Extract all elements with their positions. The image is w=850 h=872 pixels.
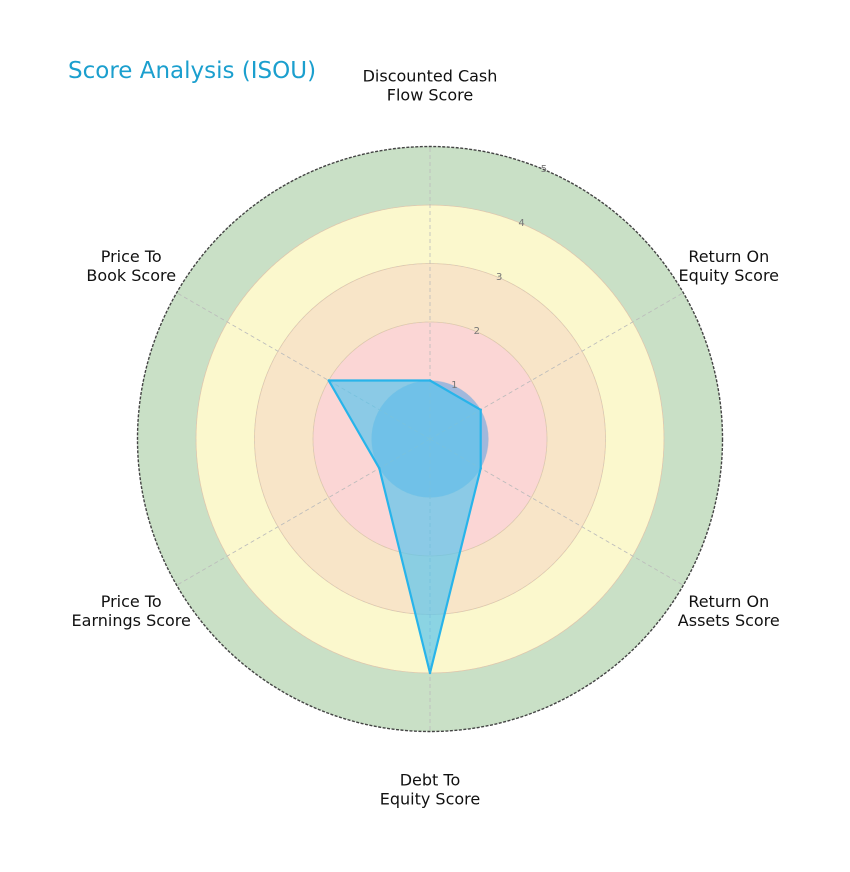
data-point-1 (479, 408, 482, 411)
data-point-0 (428, 379, 432, 382)
r-tick-label: 1 (451, 380, 457, 391)
chart-title: Score Analysis (ISOU) (68, 58, 317, 84)
r-tick-label: 2 (474, 326, 480, 337)
axis-label: Return On Equity Score (679, 247, 780, 285)
axis-label-line: Discounted Cash (363, 67, 498, 86)
axis-label-line: Equity Score (679, 266, 780, 285)
data-point-2 (479, 467, 482, 470)
data-area (328, 380, 481, 673)
axis-label-line: Debt To (400, 771, 461, 790)
outer-frame (136, 145, 724, 733)
axis-label-line: Price To (101, 592, 162, 611)
data-point-5 (327, 379, 330, 382)
r-tick-label: 4 (518, 218, 524, 229)
axis-label-line: Equity Score (380, 790, 481, 809)
axis-label: Price To Book Score (86, 247, 176, 285)
r-tick-label: 5 (541, 164, 547, 175)
data-point-4 (378, 467, 381, 470)
axis-label-line: Return On (688, 247, 769, 266)
axis-label-line: Flow Score (387, 86, 473, 105)
axis-label-line: Earnings Score (72, 611, 191, 630)
grid-ring-2 (312, 321, 548, 557)
grid-ring-3 (254, 263, 606, 615)
axis-label-line: Price To (101, 247, 162, 266)
axis-label: Debt To Equity Score (380, 771, 481, 809)
axis-label: Discounted Cash Flow Score (363, 67, 498, 105)
axis-label-line: Book Score (86, 266, 176, 285)
axis-label-line: Assets Score (678, 611, 780, 630)
axis-label-line: Return On (688, 592, 769, 611)
r-tick-label: 3 (496, 272, 502, 283)
axis-label: Return On Assets Score (678, 592, 780, 630)
axis-label: Price To Earnings Score (72, 592, 191, 630)
data-point-3 (428, 671, 432, 675)
